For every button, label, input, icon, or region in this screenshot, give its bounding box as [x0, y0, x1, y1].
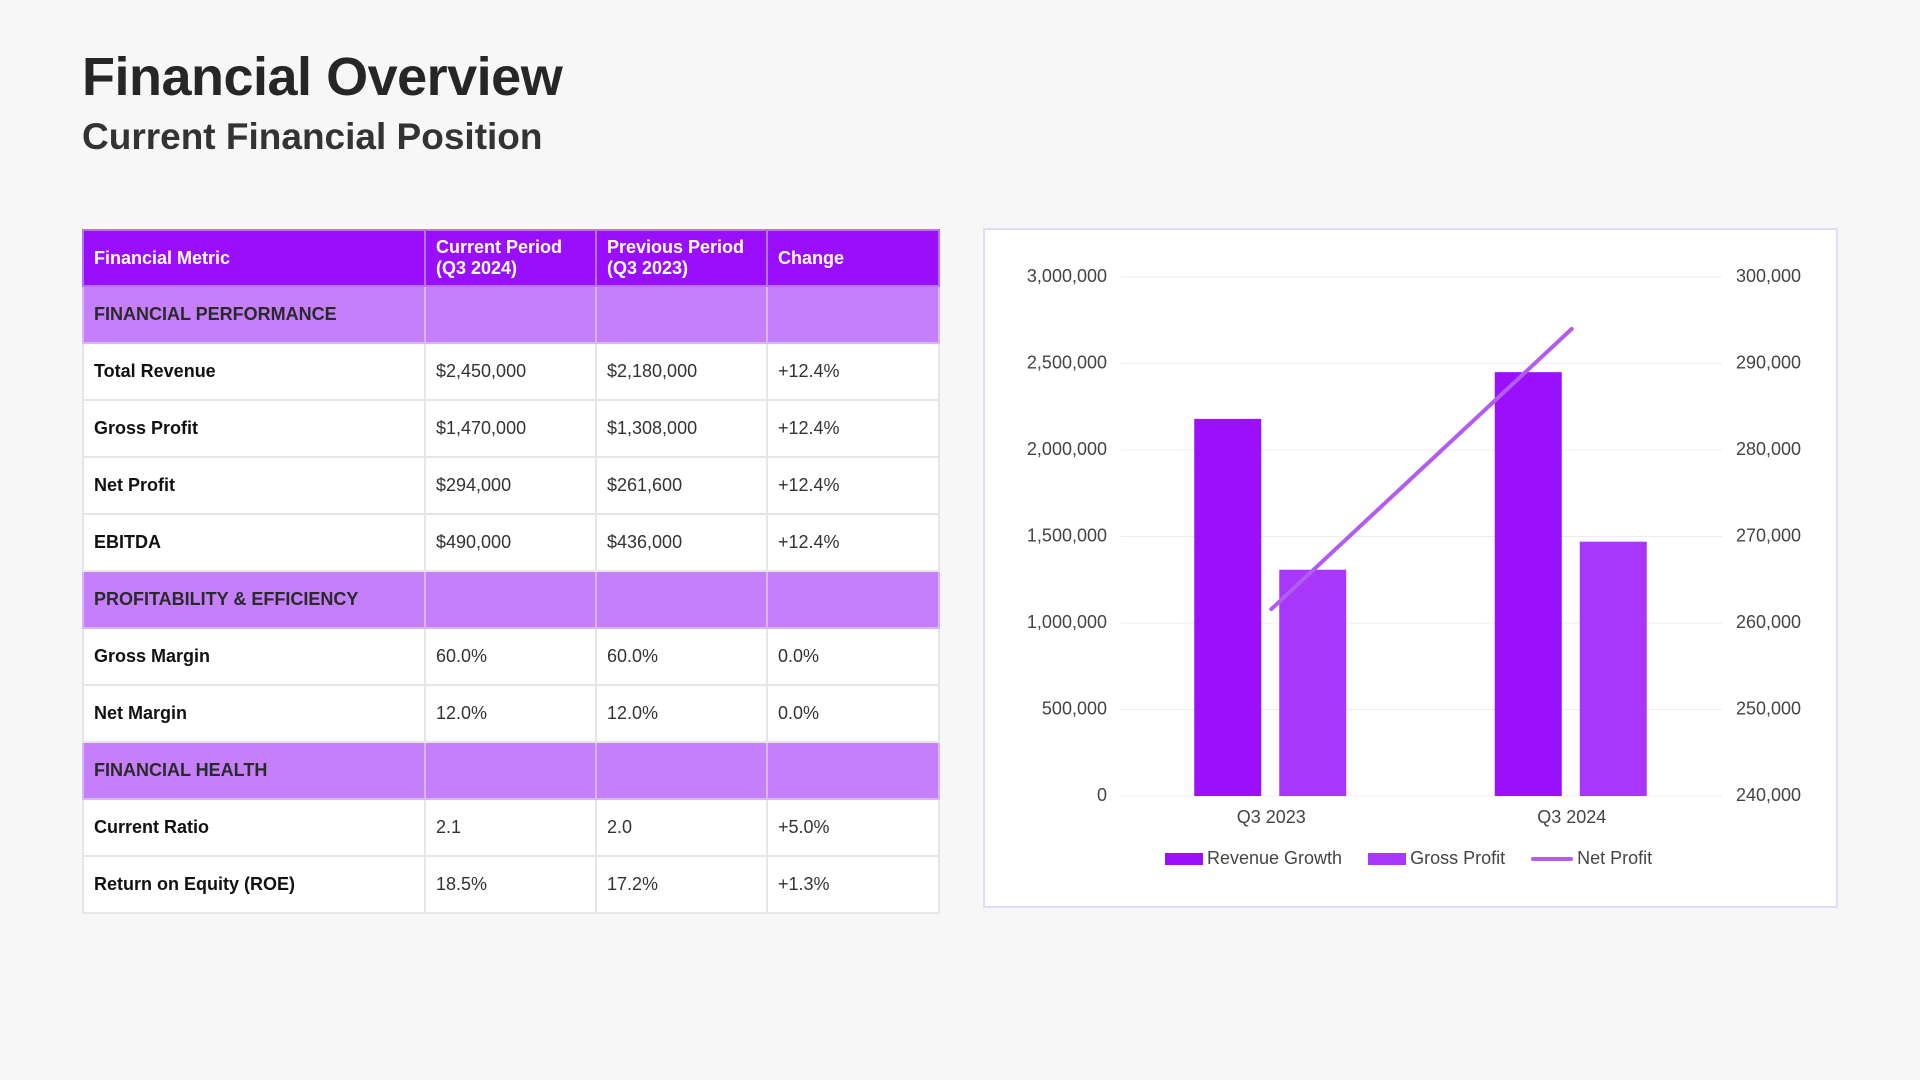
- change-value: +5.0%: [766, 798, 940, 857]
- section-row: PROFITABILITY & EFFICIENCY: [82, 570, 940, 629]
- legend-swatch-revenue: [1165, 852, 1203, 865]
- bar-revenue: [1494, 372, 1562, 796]
- previous-value: $261,600: [595, 456, 768, 515]
- metric-name: Net Profit: [82, 456, 426, 515]
- previous-value: 17.2%: [595, 855, 768, 914]
- current-value: 2.1: [424, 798, 597, 857]
- legend-swatch-gross: [1368, 852, 1407, 865]
- section-row: FINANCIAL HEALTH: [82, 741, 940, 800]
- y-tick-label: 1,000,000: [1027, 612, 1107, 632]
- y-tick-label: 2,500,000: [1027, 352, 1107, 372]
- y2-tick-label: 250,000: [1736, 698, 1801, 718]
- legend-label: Gross Profit: [1410, 848, 1506, 868]
- current-value: 60.0%: [424, 627, 597, 686]
- y2-tick-label: 280,000: [1736, 439, 1801, 459]
- y2-tick-label: 240,000: [1736, 785, 1801, 805]
- y-tick-label: 2,000,000: [1027, 439, 1107, 459]
- y-tick-label: 3,000,000: [1027, 266, 1107, 286]
- table-row: Current Ratio 2.1 2.0 +5.0%: [82, 798, 940, 857]
- previous-value: $436,000: [595, 513, 768, 572]
- y2-tick-label: 260,000: [1736, 612, 1801, 632]
- table-row: Net Margin 12.0% 12.0% 0.0%: [82, 684, 940, 743]
- metric-name: Total Revenue: [82, 342, 426, 401]
- y2-tick-label: 290,000: [1736, 352, 1801, 372]
- change-value: 0.0%: [766, 627, 940, 686]
- y-tick-label: 500,000: [1042, 698, 1107, 718]
- metric-name: Gross Margin: [82, 627, 426, 686]
- column-header: Current Period (Q3 2024): [424, 229, 597, 287]
- legend-swatch-net: [1531, 856, 1574, 861]
- metric-name: Return on Equity (ROE): [82, 855, 426, 914]
- line-net-profit: [1269, 326, 1574, 612]
- x-tick-label: Q3 2024: [1537, 807, 1606, 827]
- page-title: Financial Overview: [82, 47, 563, 107]
- change-value: +1.3%: [766, 855, 940, 914]
- combo-chart: 0 240,000 500,000 250,000 1,000,000 260,000 1,…: [1027, 266, 1801, 827]
- bar-gross-profit: [1579, 541, 1647, 796]
- column-header: Previous Period (Q3 2023): [595, 229, 768, 287]
- y-tick-label: 0: [1097, 785, 1107, 805]
- current-value: 18.5%: [424, 855, 597, 914]
- change-value: +12.4%: [766, 342, 940, 401]
- page-subtitle: Current Financial Position: [82, 116, 543, 157]
- current-value: 12.0%: [424, 684, 597, 743]
- section-label: FINANCIAL PERFORMANCE: [82, 285, 426, 344]
- current-value: $490,000: [424, 513, 597, 572]
- table-row: Net Profit $294,000 $261,600 +12.4%: [82, 456, 940, 515]
- previous-value: 12.0%: [595, 684, 768, 743]
- previous-value: 2.0: [595, 798, 768, 857]
- column-header: Change: [766, 229, 940, 287]
- y2-tick-label: 300,000: [1736, 266, 1801, 286]
- previous-value: 60.0%: [595, 627, 768, 686]
- chart-panel: 0 240,000 500,000 250,000 1,000,000 260,000 1,…: [983, 228, 1838, 908]
- table-row: Gross Profit $1,470,000 $1,308,000 +12.4…: [82, 399, 940, 458]
- legend-label: Net Profit: [1577, 848, 1653, 868]
- table-row: Return on Equity (ROE) 18.5% 17.2% +1.3%: [82, 855, 940, 914]
- legend-item: Revenue Growth: [1165, 848, 1342, 869]
- change-value: +12.4%: [766, 456, 940, 515]
- current-value: $294,000: [424, 456, 597, 515]
- table-row: EBITDA $490,000 $436,000 +12.4%: [82, 513, 940, 572]
- section-label: FINANCIAL HEALTH: [82, 741, 426, 800]
- current-value: $2,450,000: [424, 342, 597, 401]
- financial-table: Financial Metric Current Period (Q3 2024…: [82, 229, 940, 914]
- y2-tick-label: 270,000: [1736, 525, 1801, 545]
- change-value: 0.0%: [766, 684, 940, 743]
- table-row: Gross Margin 60.0% 60.0% 0.0%: [82, 627, 940, 686]
- metric-name: Gross Profit: [82, 399, 426, 458]
- bar-gross-profit: [1279, 569, 1347, 796]
- current-value: $1,470,000: [424, 399, 597, 458]
- metric-name: Current Ratio: [82, 798, 426, 857]
- x-tick-label: Q3 2023: [1237, 807, 1306, 827]
- previous-value: $2,180,000: [595, 342, 768, 401]
- column-header: Financial Metric: [82, 229, 426, 287]
- legend-item: Gross Profit: [1368, 848, 1505, 869]
- section-row: FINANCIAL PERFORMANCE: [82, 285, 940, 344]
- table-header-row: Financial Metric Current Period (Q3 2024…: [82, 229, 940, 287]
- y-tick-label: 1,500,000: [1027, 525, 1107, 545]
- legend-label: Revenue Growth: [1207, 848, 1343, 868]
- change-value: +12.4%: [766, 513, 940, 572]
- previous-value: $1,308,000: [595, 399, 768, 458]
- section-label: PROFITABILITY & EFFICIENCY: [82, 570, 426, 629]
- metric-name: EBITDA: [82, 513, 426, 572]
- bar-revenue: [1194, 418, 1262, 796]
- metric-name: Net Margin: [82, 684, 426, 743]
- chart-legend: Revenue Growth Gross Profit Net Profit: [1165, 848, 1652, 869]
- legend-item: Net Profit: [1531, 848, 1652, 869]
- table-row: Total Revenue $2,450,000 $2,180,000 +12.…: [82, 342, 940, 401]
- change-value: +12.4%: [766, 399, 940, 458]
